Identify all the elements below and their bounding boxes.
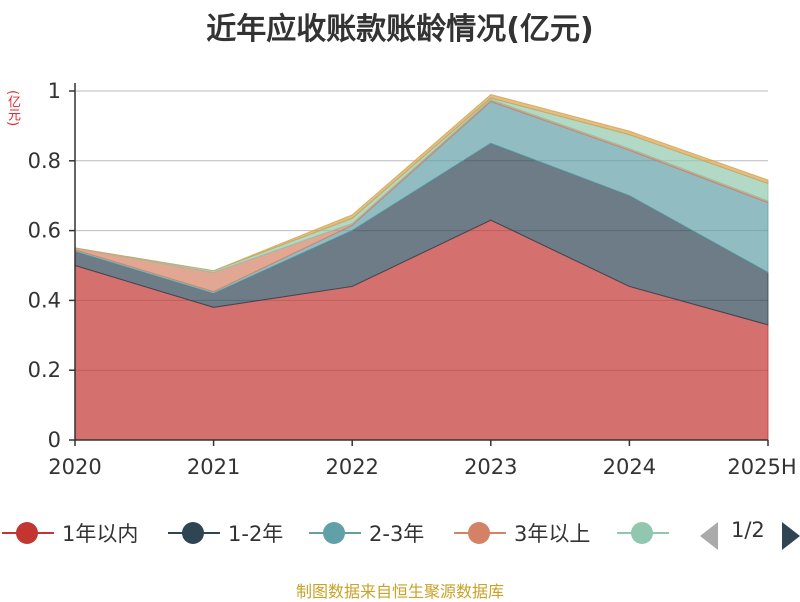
x-tick-label: 2024 bbox=[603, 455, 656, 479]
y-unit-label: (亿元) bbox=[5, 90, 20, 127]
y-tick-label: 0.4 bbox=[28, 288, 61, 312]
legend-item[interactable] bbox=[617, 515, 677, 551]
area-series-6 bbox=[74, 93, 769, 272]
x-tick-label: 2020 bbox=[48, 455, 101, 479]
y-tick-label: 0.2 bbox=[28, 358, 61, 382]
legend-label: 1年以内 bbox=[62, 522, 139, 546]
legend-item[interactable]: 1-2年 bbox=[168, 515, 283, 551]
legend-symbol-icon bbox=[309, 515, 361, 551]
legend-symbol-icon bbox=[454, 515, 506, 551]
y-tick-label: 0 bbox=[48, 428, 61, 452]
source-footer: 制图数据来自恒生聚源数据库 bbox=[295, 582, 504, 601]
chart-area: 0 0.2 0.4 0.6 0.8 1 2020 2021 2022 2023 2024 2025H bbox=[28, 79, 797, 479]
legend-symbol-icon bbox=[617, 515, 669, 551]
legend-label: 2-3年 bbox=[369, 522, 425, 546]
legend-page-indicator: 1/2 bbox=[731, 518, 765, 542]
legend-label: 3年以上 bbox=[514, 522, 591, 546]
legend-label: 1-2年 bbox=[228, 522, 284, 546]
y-tick-label: 0.8 bbox=[28, 149, 61, 173]
y-tick-label: 0.6 bbox=[28, 219, 61, 243]
x-tick-label: 2022 bbox=[325, 455, 378, 479]
legend-prev-page-icon[interactable] bbox=[700, 522, 718, 550]
x-tick-label: 2021 bbox=[187, 455, 240, 479]
legend-item[interactable]: 2-3年 bbox=[309, 515, 424, 551]
legend-symbol-icon bbox=[2, 515, 54, 551]
legend-item[interactable]: 3年以上 bbox=[454, 515, 590, 551]
legend: 1年以内 1-2年 2-3年 3年以上 bbox=[0, 515, 800, 555]
y-tick-label: 1 bbox=[48, 79, 61, 103]
legend-symbol-icon bbox=[168, 515, 220, 551]
legend-next-page-icon[interactable] bbox=[782, 522, 800, 550]
x-tick-label: 2023 bbox=[464, 455, 517, 479]
legend-item[interactable]: 1年以内 bbox=[2, 515, 138, 551]
chart-title: 近年应收账款账龄情况(亿元) bbox=[206, 12, 594, 47]
x-tick-label: 2025H bbox=[727, 455, 796, 479]
